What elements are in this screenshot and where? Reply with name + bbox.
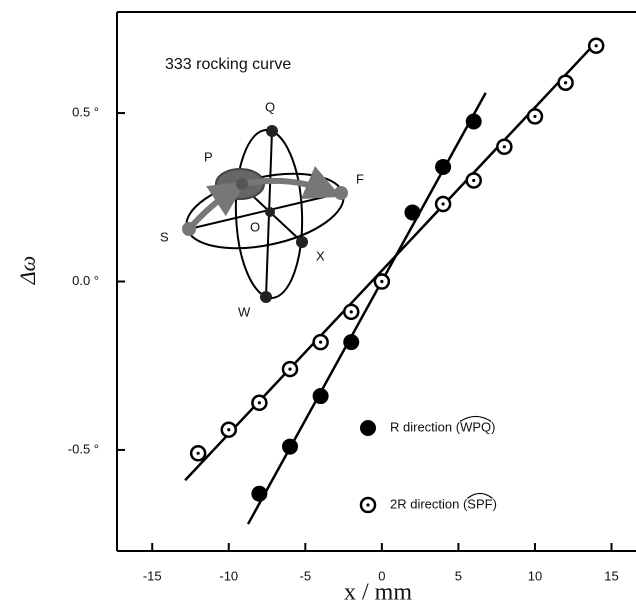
inset-diagram xyxy=(182,125,348,303)
y-tick-label: 0.0 ° xyxy=(72,273,99,288)
point-dot xyxy=(502,145,506,149)
point-dot xyxy=(472,178,476,183)
x-axis-title: x / mm xyxy=(344,580,412,606)
x-tick-label: 0 xyxy=(378,568,385,583)
point-dot xyxy=(196,451,200,455)
y-axis-title: Δω xyxy=(15,256,40,285)
point xyxy=(465,113,482,130)
legend-marker xyxy=(360,420,376,436)
point-dot xyxy=(257,401,261,405)
label-p: P xyxy=(204,149,213,164)
legend-label: R direction (WPQ) xyxy=(390,419,495,434)
point-dot xyxy=(366,503,370,507)
point xyxy=(343,334,360,351)
x-tick-label: 5 xyxy=(455,568,462,583)
point xyxy=(251,485,268,502)
y-tick-label: -0.5 ° xyxy=(68,441,99,456)
x-tick-label: 15 xyxy=(604,568,618,583)
point-dot xyxy=(563,81,568,85)
point-dot xyxy=(380,279,384,284)
point-dot xyxy=(288,367,292,371)
point-dot xyxy=(594,44,598,48)
legend-label: 2R direction (SPF) xyxy=(390,496,497,511)
point xyxy=(312,388,329,405)
label-f: F xyxy=(356,171,364,186)
fit-line xyxy=(246,92,487,525)
point xyxy=(282,438,298,455)
label-o: O xyxy=(250,219,260,234)
x-tick-label: -15 xyxy=(143,568,162,583)
x-tick-label: -5 xyxy=(300,568,312,583)
x-tick-label: -10 xyxy=(219,568,238,583)
label-q: Q xyxy=(265,99,275,114)
legend-arc xyxy=(459,415,492,422)
inset-title: 333 rocking curve xyxy=(165,56,291,73)
fit-line xyxy=(184,38,601,482)
point-dot xyxy=(441,202,445,206)
point xyxy=(435,158,452,175)
label-w: W xyxy=(238,304,251,319)
point-dot xyxy=(319,340,323,344)
legend-arc xyxy=(466,492,493,499)
point-dot xyxy=(349,310,353,314)
point-dot xyxy=(533,114,537,119)
label-s: S xyxy=(160,229,169,244)
point xyxy=(404,204,421,221)
point-dot xyxy=(227,428,231,432)
label-x: X xyxy=(316,248,325,263)
y-tick-label: 0.5 ° xyxy=(72,105,99,120)
x-tick-label: 10 xyxy=(528,568,542,583)
